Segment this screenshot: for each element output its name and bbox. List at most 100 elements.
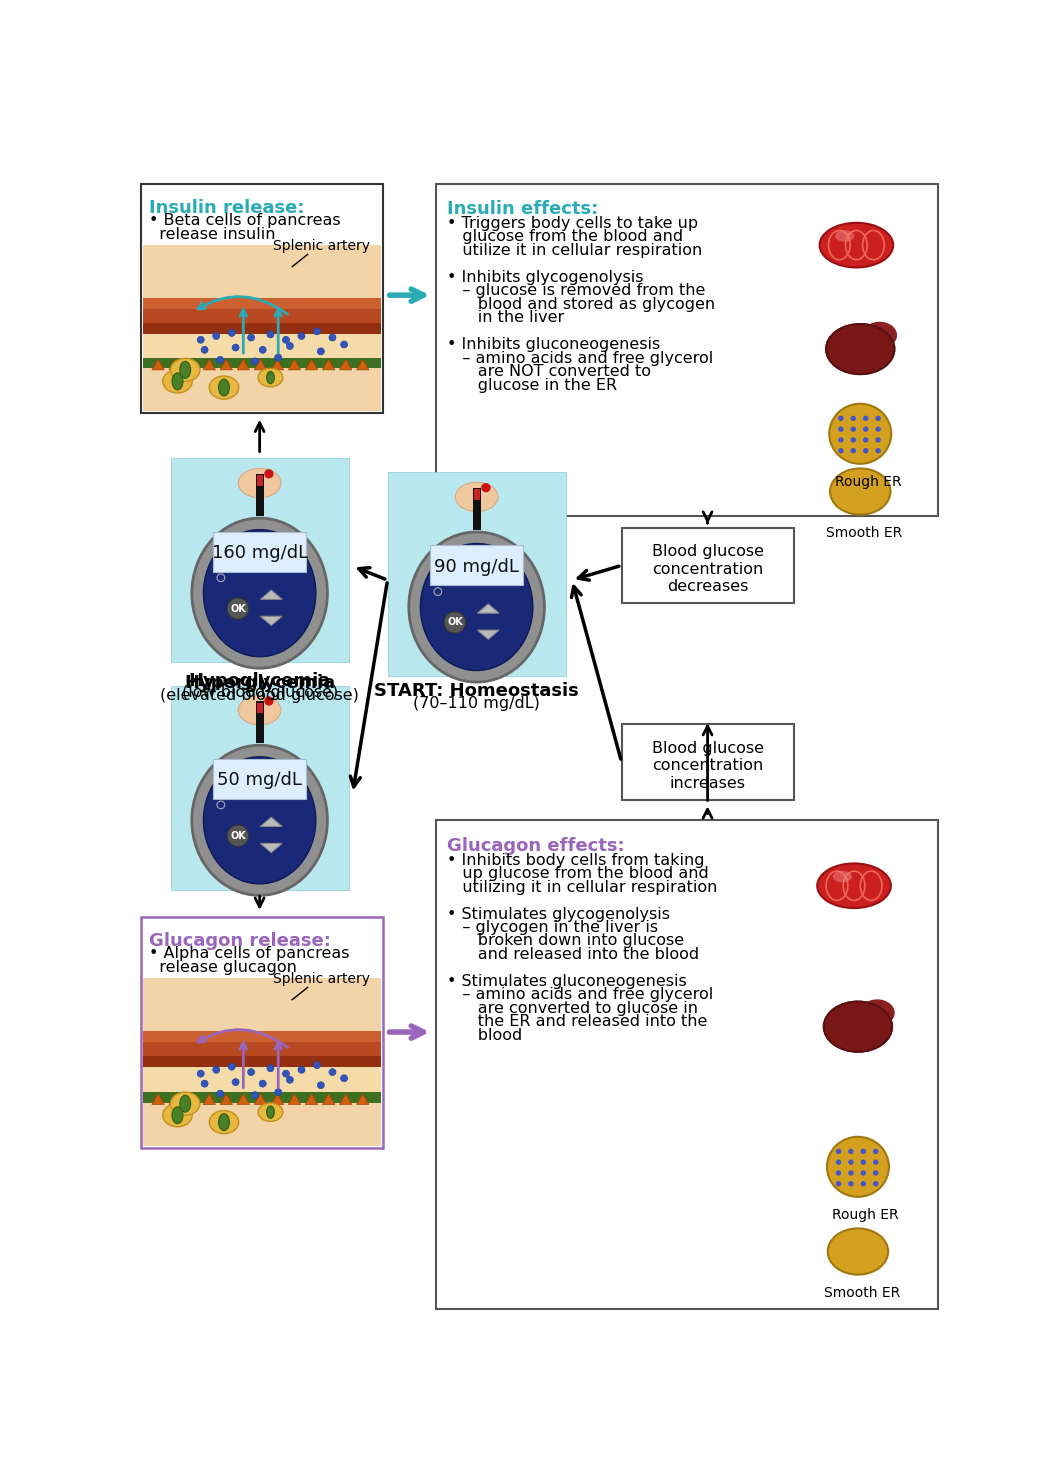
Bar	[141, 183, 383, 412]
Circle shape	[201, 1080, 208, 1088]
Circle shape	[838, 427, 843, 432]
Circle shape	[863, 415, 868, 421]
Circle shape	[248, 1069, 255, 1076]
Circle shape	[298, 333, 305, 340]
Text: Smooth ER: Smooth ER	[823, 1286, 900, 1301]
Ellipse shape	[210, 1110, 238, 1134]
Circle shape	[838, 448, 843, 454]
Text: blood and stored as glycogen: blood and stored as glycogen	[447, 297, 716, 312]
Bar	[142, 1067, 382, 1092]
Ellipse shape	[421, 544, 533, 671]
Polygon shape	[203, 1094, 215, 1104]
Polygon shape	[306, 359, 317, 370]
Bar	[473, 488, 481, 531]
Circle shape	[317, 1082, 325, 1089]
Circle shape	[836, 1181, 841, 1187]
Text: the ER and released into the: the ER and released into the	[447, 1014, 707, 1029]
Text: • Stimulates glycogenolysis: • Stimulates glycogenolysis	[447, 906, 670, 922]
Ellipse shape	[258, 368, 282, 387]
Text: are converted to glucose in: are converted to glucose in	[447, 1001, 698, 1015]
Polygon shape	[260, 817, 282, 826]
Text: glucose in the ER: glucose in the ER	[447, 377, 618, 393]
Polygon shape	[339, 359, 352, 370]
Text: Smooth ER: Smooth ER	[826, 526, 902, 539]
Bar	[256, 474, 264, 516]
Text: • Triggers body cells to take up: • Triggers body cells to take up	[447, 216, 699, 231]
Text: and released into the blood: and released into the blood	[447, 947, 699, 962]
Circle shape	[861, 1148, 866, 1154]
Bar	[141, 916, 383, 1147]
Ellipse shape	[192, 745, 328, 896]
Ellipse shape	[835, 231, 855, 242]
Ellipse shape	[862, 322, 897, 349]
Polygon shape	[220, 359, 233, 370]
Ellipse shape	[267, 1106, 274, 1119]
Circle shape	[298, 1066, 305, 1073]
Polygon shape	[220, 1094, 233, 1104]
Circle shape	[444, 612, 466, 633]
Text: 160 mg/dL: 160 mg/dL	[212, 544, 308, 562]
Text: OK: OK	[230, 831, 246, 841]
Ellipse shape	[258, 1103, 282, 1122]
Circle shape	[282, 337, 290, 343]
Polygon shape	[271, 359, 284, 370]
Circle shape	[836, 1160, 841, 1165]
Ellipse shape	[171, 1092, 200, 1116]
Bar	[256, 702, 262, 714]
Circle shape	[267, 331, 274, 338]
Ellipse shape	[162, 1104, 192, 1126]
Bar	[142, 245, 382, 411]
Circle shape	[232, 1079, 239, 1085]
Text: Insulin effects:: Insulin effects:	[447, 201, 599, 219]
Bar	[142, 1055, 382, 1067]
Text: glucose from the blood and: glucose from the blood and	[447, 229, 683, 244]
Text: • Inhibits glycogenolysis: • Inhibits glycogenolysis	[447, 270, 644, 285]
Text: 90 mg/dL: 90 mg/dL	[434, 559, 519, 576]
Circle shape	[873, 1160, 878, 1165]
Ellipse shape	[218, 378, 230, 396]
Bar	[213, 532, 306, 572]
Circle shape	[313, 1061, 320, 1069]
Text: • Inhibits gluconeogenesis: • Inhibits gluconeogenesis	[447, 337, 661, 352]
Bar	[388, 473, 566, 677]
Polygon shape	[306, 1094, 317, 1104]
Circle shape	[232, 344, 239, 350]
Ellipse shape	[826, 324, 895, 374]
Circle shape	[836, 1148, 841, 1154]
Bar	[213, 758, 306, 798]
Circle shape	[197, 337, 204, 343]
Circle shape	[873, 1148, 878, 1154]
Bar	[142, 1032, 382, 1067]
Circle shape	[248, 334, 255, 341]
Polygon shape	[186, 1094, 198, 1104]
Circle shape	[252, 358, 258, 365]
Text: Blood glucose
concentration
decreases: Blood glucose concentration decreases	[651, 544, 763, 594]
Text: START: Homeostasis: START: Homeostasis	[374, 683, 579, 701]
Text: • Stimulates gluconeogenesis: • Stimulates gluconeogenesis	[447, 974, 687, 989]
Polygon shape	[289, 1094, 300, 1104]
Circle shape	[282, 1070, 290, 1077]
Circle shape	[848, 1171, 854, 1175]
Bar	[436, 820, 938, 1310]
Text: broken down into glucose: broken down into glucose	[447, 934, 684, 949]
Text: release glucagon: release glucagon	[149, 959, 296, 974]
Polygon shape	[254, 359, 267, 370]
Bar	[622, 528, 794, 603]
Circle shape	[876, 448, 881, 454]
Circle shape	[863, 448, 868, 454]
Polygon shape	[323, 359, 335, 370]
Text: (low blood glucose): (low blood glucose)	[181, 684, 337, 699]
Circle shape	[227, 825, 249, 847]
Polygon shape	[356, 1094, 369, 1104]
Ellipse shape	[238, 696, 281, 724]
Text: – amino acids and free glycerol: – amino acids and free glycerol	[447, 987, 714, 1002]
Text: Blood glucose
concentration
increases: Blood glucose concentration increases	[651, 740, 763, 791]
Circle shape	[229, 330, 235, 337]
Circle shape	[861, 1160, 866, 1165]
Text: Splenic artery: Splenic artery	[273, 973, 370, 986]
Circle shape	[197, 1070, 204, 1077]
Polygon shape	[289, 359, 300, 370]
Bar	[430, 545, 523, 585]
Ellipse shape	[831, 469, 891, 514]
Ellipse shape	[210, 375, 238, 399]
